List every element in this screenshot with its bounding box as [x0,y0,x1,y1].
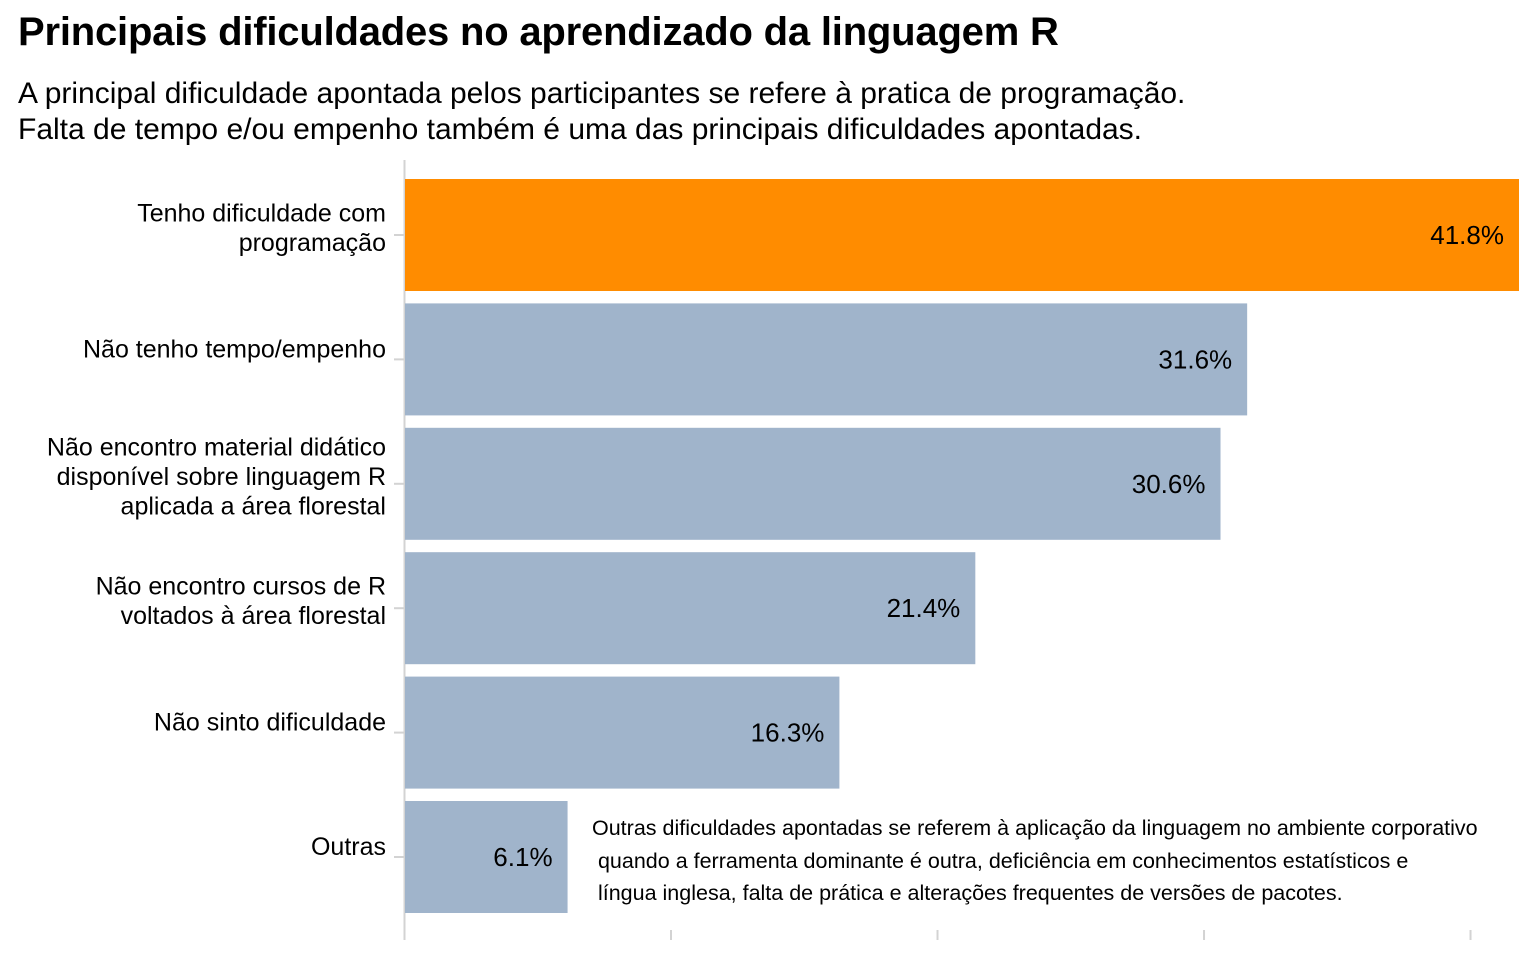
value-label-2: 30.6% [1132,469,1206,499]
value-label-4: 16.3% [751,718,825,748]
category-label-1: Não tenho tempo/empenho [83,335,386,363]
subtitle-line-1: A principal dificuldade apontada pelos p… [18,77,1186,110]
category-label-0-line-0: Tenho dificuldade com [137,199,386,227]
category-label-0: Tenho dificuldade com programação [137,199,386,257]
value-label-5: 6.1% [493,842,552,872]
bar-1 [405,303,1248,416]
category-label-4-line-0: Não sinto dificuldade [154,709,386,737]
bar-0 [405,179,1519,291]
category-label-1-line-0: Não tenho tempo/empenho [83,335,386,363]
bar-4 [405,676,840,789]
value-label-1: 31.6% [1158,344,1232,374]
category-label-3-line-1: voltados à área florestal [121,602,386,630]
category-label-0-line-1: programação [239,229,386,257]
category-label-5: Outras [311,833,386,861]
category-label-2-line-2: aplicada a área florestal [121,492,386,520]
chart-title: Principais dificuldades no aprendizado d… [18,10,1059,54]
chart-subtitle: A principal dificuldade apontada pelos p… [18,76,1185,148]
others-annotation: Outras dificuldades apontadas se referem… [592,816,1478,905]
category-label-2: Não encontro material didático disponível… [47,433,386,520]
category-label-2-line-1: disponível sobre linguagem R [57,463,386,491]
subtitle-line-2: Falta de tempo e/ou empenho também é uma… [18,113,1143,146]
bar-5 [405,801,568,913]
bar-3 [405,552,976,665]
category-label-5-line-0: Outras [311,833,386,861]
bar-2 [405,427,1221,540]
value-label-3: 21.4% [887,593,961,623]
category-label-3-line-0: Não encontro cursos de R [96,572,386,600]
value-label-0: 41.8% [1430,220,1504,250]
category-label-4: Não sinto dificuldade [154,709,386,737]
category-label-2-line-0: Não encontro material didático [47,433,386,461]
